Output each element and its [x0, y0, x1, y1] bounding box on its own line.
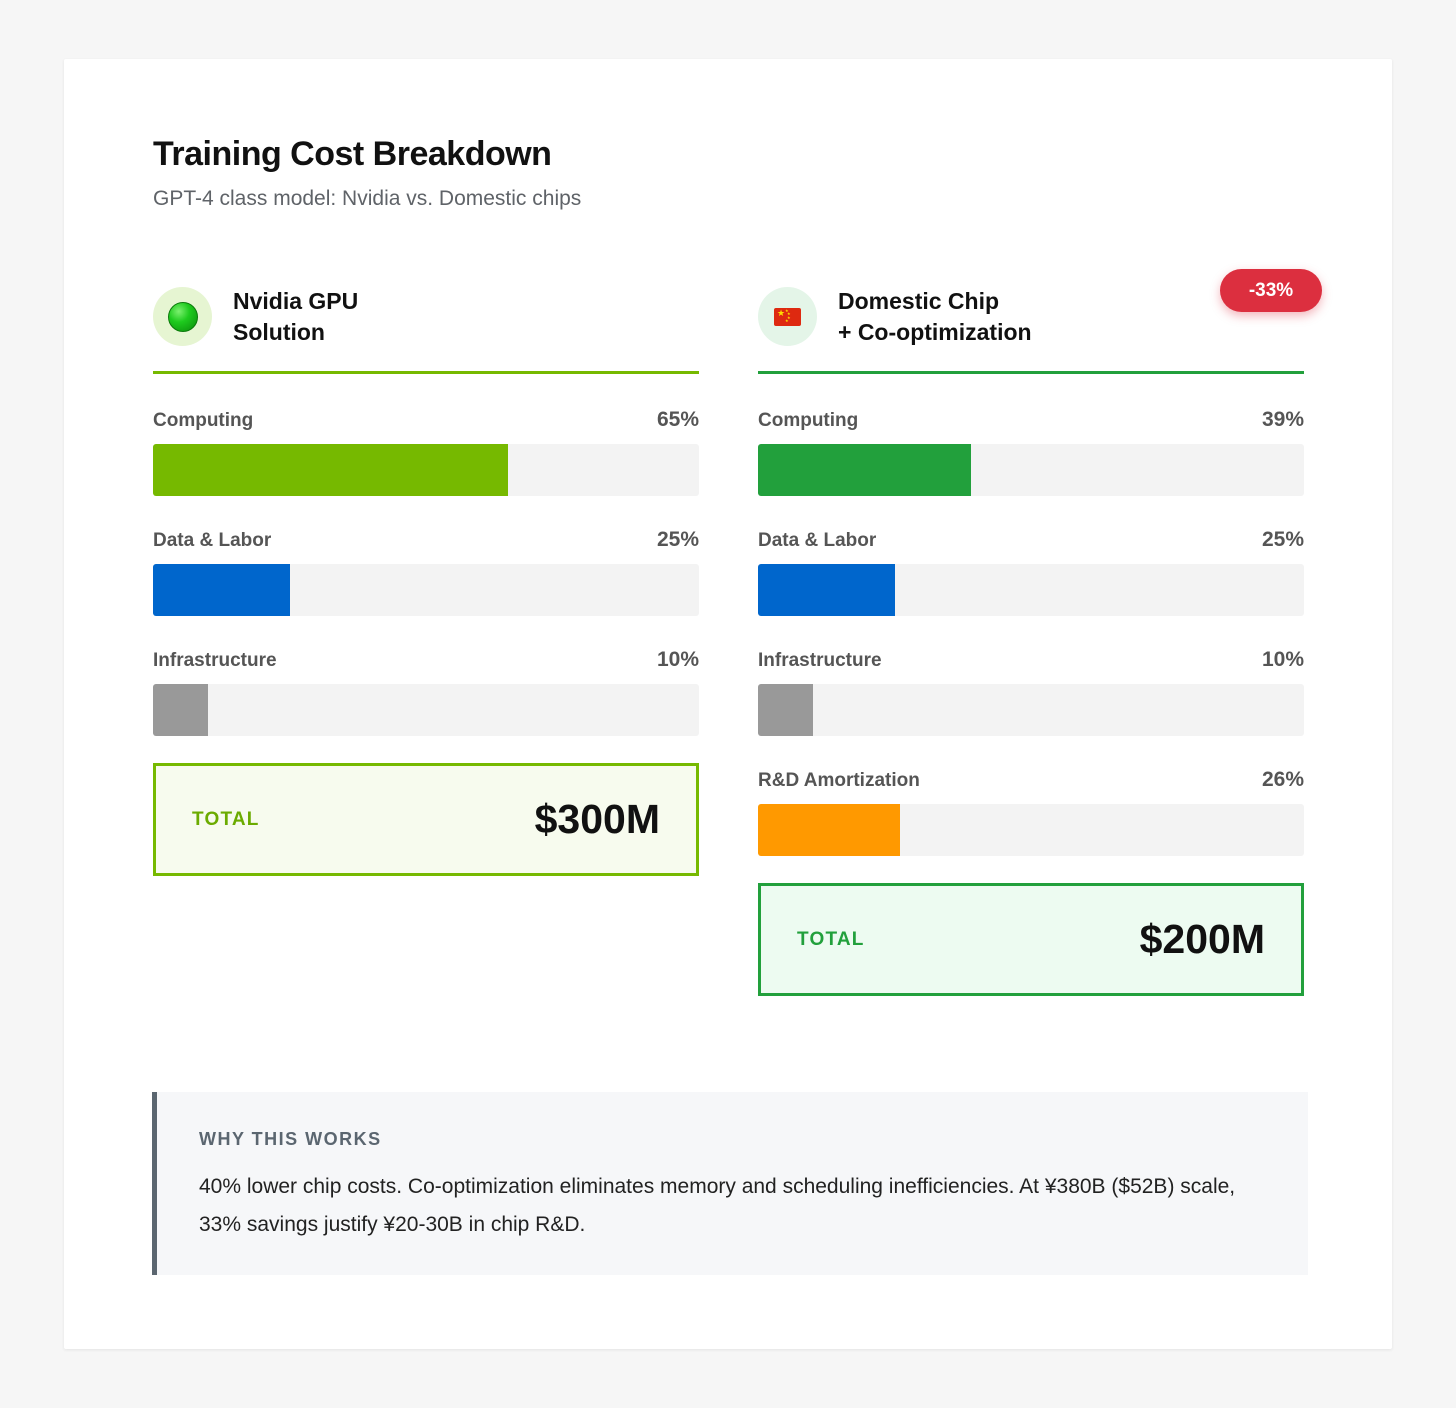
bar-track	[758, 684, 1304, 736]
bar-fill	[153, 564, 290, 616]
page-subtitle: GPT-4 class model: Nvidia vs. Domestic c…	[153, 187, 582, 210]
bar-category-label: Infrastructure	[758, 650, 882, 671]
bar-value-label: 10%	[1261, 648, 1304, 671]
note-label: WHY THIS WORKS	[199, 1129, 382, 1149]
bar-fill	[153, 684, 208, 736]
bar-row: Data & Labor 25%	[758, 528, 1304, 650]
bar-track	[153, 684, 699, 736]
bar-row: R&D Amortization 26%	[758, 768, 1304, 890]
bar-value-label: 25%	[656, 528, 699, 551]
nvidia-title-line1: Nvidia GPU	[233, 288, 359, 314]
bar-row: Data & Labor 25%	[153, 528, 699, 650]
bar-fill	[758, 564, 895, 616]
bar-fill	[758, 444, 971, 496]
bar-row: Infrastructure 10%	[758, 648, 1304, 770]
chart-card: Training Cost Breakdown GPT-4 class mode…	[64, 59, 1392, 1349]
nvidia-total-label: TOTAL	[192, 809, 260, 830]
bar-value-label: 26%	[1261, 768, 1304, 791]
note-text: 40% lower chip costs. Co-optimization el…	[199, 1175, 1236, 1236]
bar-track	[758, 444, 1304, 496]
bar-row: Computing 65%	[153, 408, 699, 530]
bar-value-label: 10%	[656, 648, 699, 671]
bar-value-label: 65%	[656, 408, 699, 431]
domestic-total-box: TOTAL $200M	[758, 883, 1304, 996]
domestic-title-line1: Domestic Chip	[838, 288, 1000, 314]
savings-badge: -33%	[1220, 269, 1322, 312]
bar-value-label: 25%	[1261, 528, 1304, 551]
bar-category-label: R&D Amortization	[758, 770, 920, 791]
bar-fill	[758, 804, 900, 856]
bar-category-label: Computing	[153, 410, 254, 431]
bar-track	[758, 564, 1304, 616]
nvidia-column-header: Nvidia GPU Solution	[153, 286, 699, 374]
domestic-column: ★ ★ ★ ★ ★ Domestic Chip + Co-optimizatio…	[758, 269, 1322, 996]
nvidia-total-value: $300M	[534, 796, 660, 842]
domestic-title-line2: + Co-optimization	[838, 319, 1032, 345]
nvidia-total-box: TOTAL $300M	[153, 763, 699, 876]
nvidia-bar-rows: Computing 65% Data & Labor 25% Infrastructur…	[153, 408, 699, 770]
bar-category-label: Data & Labor	[758, 530, 877, 551]
nvidia-title-line2: Solution	[233, 319, 325, 345]
domestic-column-header: ★ ★ ★ ★ ★ Domestic Chip + Co-optimizatio…	[758, 269, 1322, 374]
domestic-icon-badge: ★ ★ ★ ★ ★	[758, 287, 817, 346]
bar-track	[153, 564, 699, 616]
bar-track	[153, 444, 699, 496]
bar-fill	[758, 684, 813, 736]
nvidia-column: Nvidia GPU Solution Computing 65% Data & L…	[153, 286, 699, 876]
bar-fill	[153, 444, 508, 496]
domestic-bar-rows: Computing 39% Data & Labor 25% Infrastructur…	[758, 408, 1304, 890]
bar-category-label: Infrastructure	[153, 650, 277, 671]
china-flag-icon: ★ ★ ★ ★ ★	[774, 307, 801, 326]
bar-track	[758, 804, 1304, 856]
domestic-total-label: TOTAL	[797, 929, 865, 950]
nvidia-column-title: Nvidia GPU Solution	[233, 286, 358, 348]
bar-row: Infrastructure 10%	[153, 648, 699, 770]
bar-value-label: 39%	[1261, 408, 1304, 431]
domestic-column-title: Domestic Chip + Co-optimization	[838, 286, 1032, 348]
nvidia-icon-badge	[153, 287, 212, 346]
domestic-total-value: $200M	[1139, 916, 1265, 962]
page-title: Training Cost Breakdown	[153, 135, 552, 173]
bar-row: Computing 39%	[758, 408, 1304, 530]
bar-category-label: Data & Labor	[153, 530, 272, 551]
explanation-note: WHY THIS WORKS 40% lower chip costs. Co-…	[152, 1092, 1308, 1275]
bar-category-label: Computing	[758, 410, 859, 431]
green-circle-icon	[167, 301, 198, 332]
